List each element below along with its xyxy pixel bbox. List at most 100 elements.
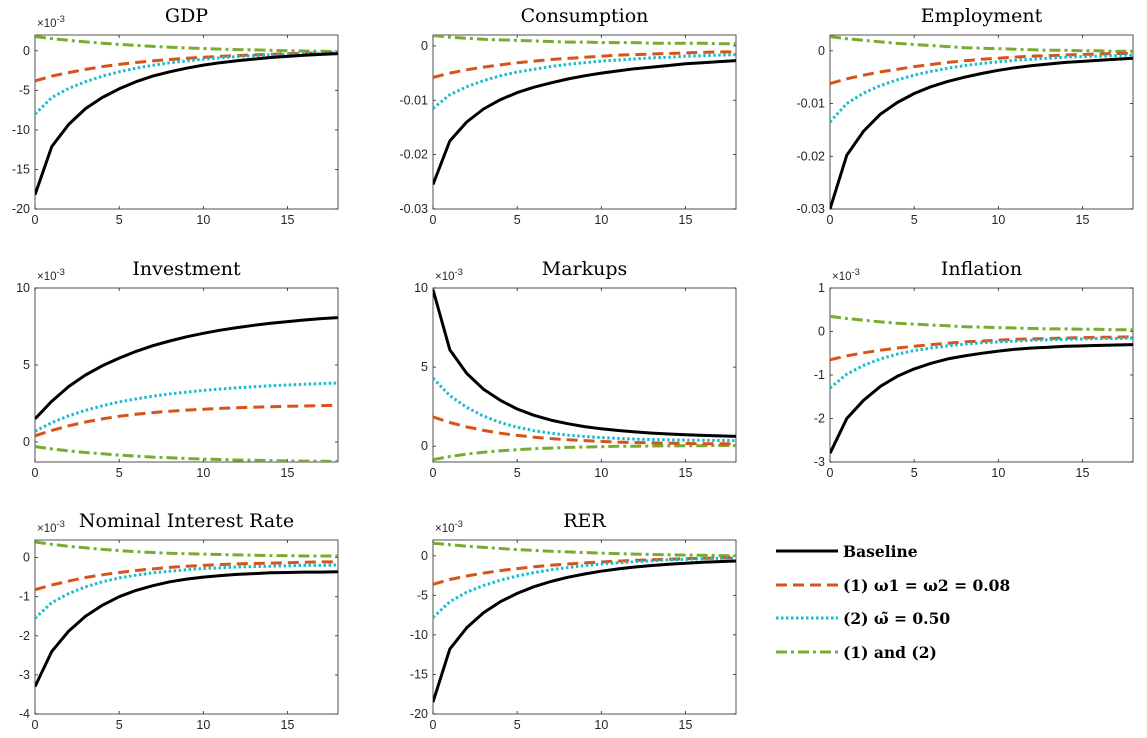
- legend-label-s3: (1) and (2): [843, 643, 937, 662]
- axis-exponent-label: ×10-3: [37, 267, 65, 283]
- axis-exponent-label: ×10-3: [832, 267, 860, 283]
- y-tick-label: 5: [421, 360, 428, 374]
- y-tick-label: 0: [818, 325, 825, 339]
- panel-title: Employment: [921, 5, 1043, 27]
- series-line-baseline: [433, 289, 736, 438]
- x-tick-label: 0: [430, 466, 437, 480]
- y-tick-label: -1: [814, 368, 825, 382]
- y-tick-label: -2: [814, 412, 825, 426]
- x-tick-label: 10: [196, 466, 210, 480]
- series-line-s1: [433, 50, 736, 79]
- axis-exponent-label: ×10-3: [435, 519, 463, 535]
- panel-markups: Markups ×10-3 0 5 10 15 0 5 10: [414, 258, 737, 480]
- x-tick-label: 0: [430, 213, 437, 227]
- y-tick-label: -15: [12, 162, 30, 176]
- panel-title: Markups: [542, 258, 628, 280]
- axis-exponent-label: ×10-3: [435, 267, 463, 283]
- series-line-baseline: [830, 343, 1133, 454]
- y-tick-label: 0: [23, 44, 30, 58]
- y-tick-label: 0: [421, 39, 428, 53]
- x-tick-label: 0: [827, 466, 834, 480]
- series-line-baseline: [830, 56, 1133, 209]
- axes-frame: [34, 539, 339, 715]
- panel-title: RER: [563, 510, 606, 532]
- x-tick-label: 5: [911, 466, 918, 480]
- y-tick-label: -10: [410, 628, 428, 642]
- axes-frame: [34, 287, 339, 463]
- series-line-baseline: [35, 316, 338, 420]
- panel-title: Inflation: [941, 258, 1022, 280]
- axes-frame: [432, 34, 737, 210]
- series-line-s2: [830, 53, 1133, 124]
- series-line-baseline: [433, 559, 736, 703]
- y-tick-label: -1: [19, 590, 30, 604]
- y-tick-label: 0: [23, 551, 30, 565]
- series-line-s1: [830, 335, 1133, 362]
- x-tick-label: 0: [32, 213, 39, 227]
- y-tick-label: -10: [12, 123, 30, 137]
- x-tick-label: 15: [281, 213, 295, 227]
- series-line-s3: [35, 540, 338, 558]
- series-line-s2: [433, 53, 736, 110]
- series-line-s3: [35, 445, 338, 462]
- series-line-s3: [35, 35, 338, 54]
- legend-label-s2: (2) ω̃ = 0.50: [843, 609, 950, 628]
- y-tick-label: -3: [814, 455, 825, 469]
- axes-frame: [34, 34, 339, 210]
- series-line-s2: [433, 377, 736, 443]
- y-tick-label: 10: [414, 281, 428, 295]
- panel-title: Nominal Interest Rate: [79, 510, 294, 532]
- axes-frame: [432, 287, 737, 463]
- series-line-baseline: [35, 570, 338, 688]
- legend: Baseline (1) ω1 = ω2 = 0.08 (2) ω̃ = 0.5…: [776, 542, 1010, 662]
- x-tick-label: 0: [430, 718, 437, 732]
- series-line-s1: [433, 556, 736, 586]
- axis-exponent-label: ×10-3: [37, 14, 65, 30]
- x-tick-label: 10: [196, 213, 210, 227]
- series-line-baseline: [35, 52, 338, 196]
- series-line-s1: [35, 403, 338, 438]
- y-tick-label: 5: [23, 358, 30, 372]
- y-tick-label: 10: [16, 281, 30, 295]
- series-line-s2: [433, 556, 736, 619]
- series-line-s3: [830, 35, 1133, 53]
- x-tick-label: 15: [281, 466, 295, 480]
- panel-rer: RER ×10-3 0 5 10 15 -20 -15 -10 -5 0: [410, 510, 737, 732]
- y-tick-label: -3: [19, 668, 30, 682]
- x-tick-label: 10: [594, 718, 608, 732]
- x-tick-label: 15: [281, 718, 295, 732]
- series-line-s2: [830, 336, 1133, 390]
- y-tick-label: -0.03: [797, 202, 826, 216]
- x-tick-label: 10: [196, 718, 210, 732]
- y-tick-label: -0.02: [797, 149, 826, 163]
- series-line-s1: [433, 415, 736, 446]
- panel-employment: Employment 0 5 10 15 -0.03 -0.02 -0.01 0: [797, 5, 1134, 227]
- series-line-s1: [35, 560, 338, 592]
- series-line-s1: [35, 51, 338, 83]
- y-tick-label: -0.02: [400, 148, 429, 162]
- y-tick-label: 1: [818, 281, 825, 295]
- series-line-s3: [433, 444, 736, 462]
- x-tick-label: 5: [514, 466, 521, 480]
- panel-title: Consumption: [521, 5, 649, 27]
- y-tick-label: -20: [12, 202, 30, 216]
- x-tick-label: 5: [514, 213, 521, 227]
- x-tick-label: 15: [679, 718, 693, 732]
- y-tick-label: -15: [410, 667, 428, 681]
- x-tick-label: 10: [594, 466, 608, 480]
- y-tick-label: -0.01: [797, 97, 826, 111]
- panel-title: Investment: [132, 258, 241, 280]
- axes-frame: [829, 287, 1134, 463]
- x-tick-label: 10: [991, 213, 1005, 227]
- series-line-s3: [433, 35, 736, 46]
- y-tick-label: -4: [19, 707, 30, 721]
- x-tick-label: 0: [32, 466, 39, 480]
- panel-consumption: Consumption 0 5 10 15 -0.03 -0.02 -0.01 0: [400, 5, 737, 227]
- x-tick-label: 15: [679, 466, 693, 480]
- x-tick-label: 15: [679, 213, 693, 227]
- series-line-s2: [35, 563, 338, 620]
- series-line-s3: [433, 541, 736, 558]
- panel-title: GDP: [165, 5, 208, 27]
